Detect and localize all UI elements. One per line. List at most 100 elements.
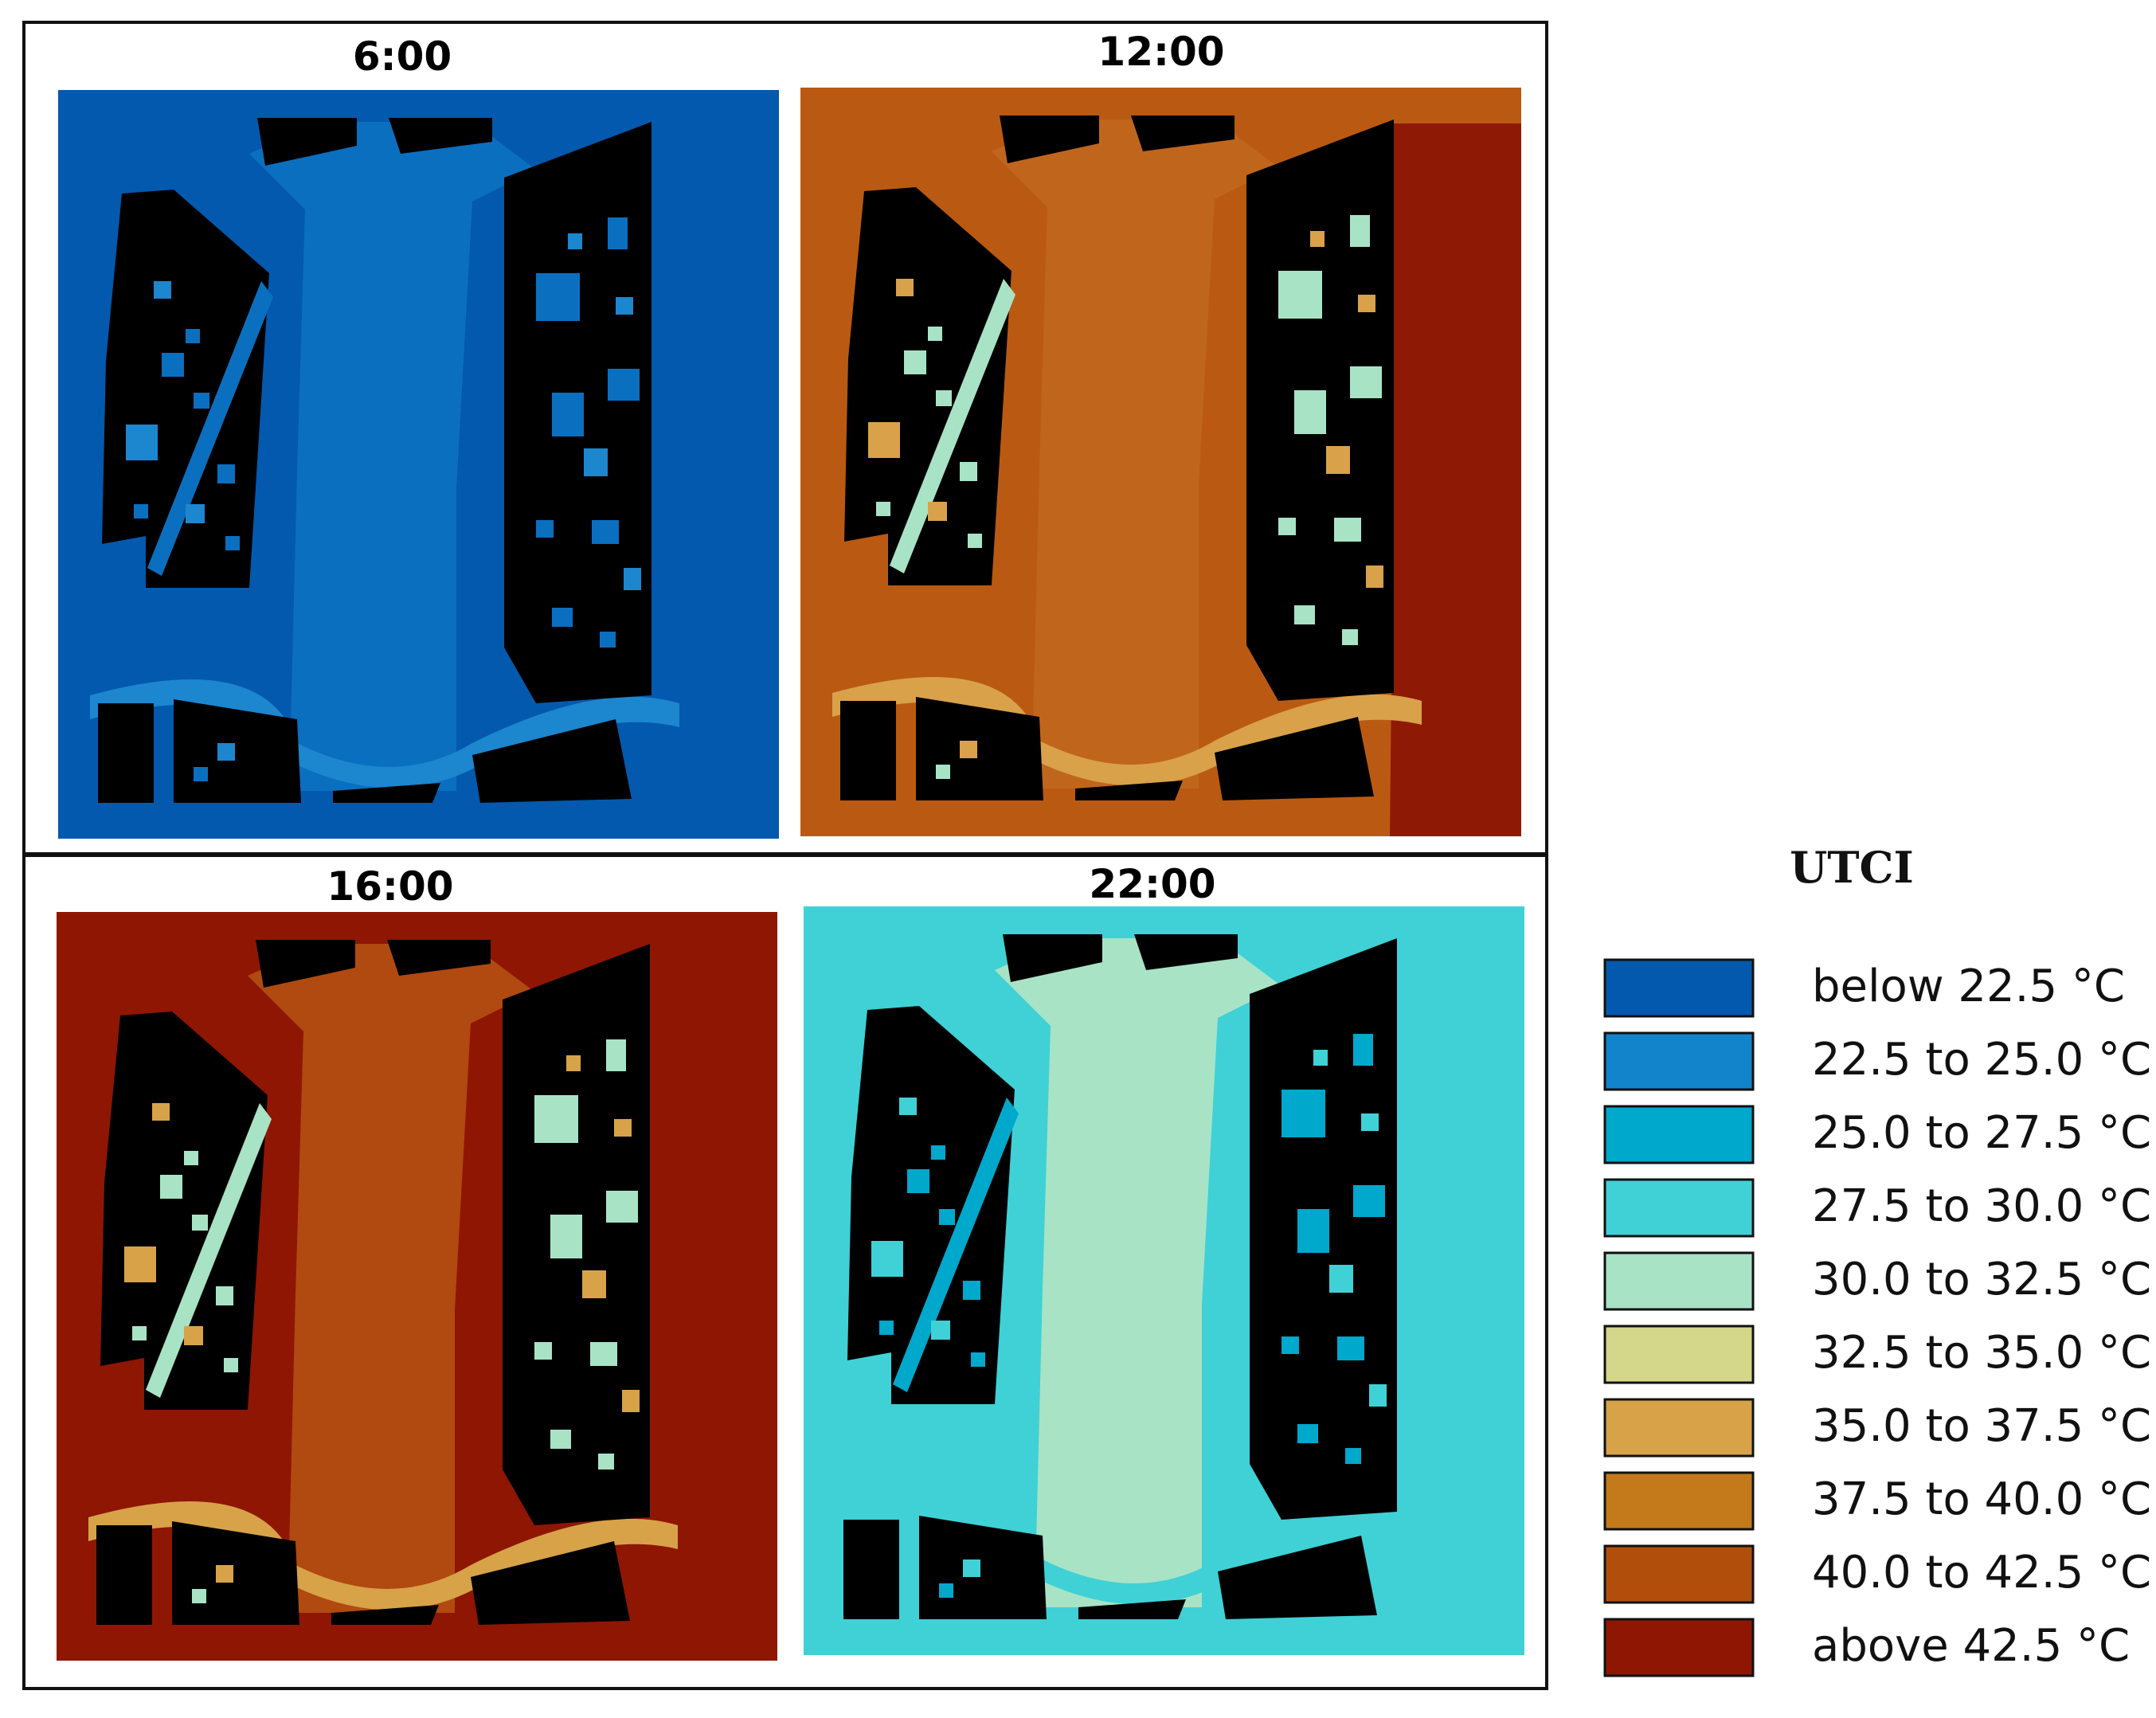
lower-road (832, 677, 1422, 786)
courtyard (939, 1583, 953, 1598)
lower-road (835, 1496, 1425, 1605)
courtyard (192, 1215, 208, 1231)
courtyard (606, 1191, 638, 1223)
building-block (1000, 115, 1099, 163)
courtyard (1334, 518, 1361, 542)
courtyard (1358, 295, 1375, 312)
courtyard (552, 608, 573, 627)
courtyard (192, 1589, 206, 1603)
courtyard (584, 448, 608, 476)
legend-swatch (1603, 1398, 1755, 1458)
lower-road (90, 679, 679, 789)
courtyard (1294, 605, 1315, 624)
building-block (102, 190, 269, 588)
courtyard (600, 632, 616, 648)
courtyard (1281, 1090, 1325, 1137)
legend-swatch (1603, 1618, 1755, 1677)
map-panel-16 (57, 912, 777, 1661)
building-block (1003, 934, 1102, 982)
building-block (844, 187, 1011, 585)
legend-title: UTCI (1790, 842, 1914, 893)
courtyard (971, 1352, 985, 1367)
courtyard (1350, 215, 1370, 247)
courtyard (931, 1145, 945, 1160)
courtyard (550, 1215, 582, 1258)
legend-swatch (1603, 958, 1755, 1018)
courtyard (184, 1326, 203, 1345)
courtyard (939, 1209, 955, 1225)
courtyard (534, 1342, 552, 1360)
courtyard (928, 502, 947, 521)
map-panel-6 (58, 90, 779, 839)
courtyard (1278, 271, 1322, 319)
building-block (387, 940, 491, 976)
courtyard (552, 393, 584, 436)
courtyard (550, 1430, 571, 1449)
legend-swatch (1603, 1105, 1755, 1164)
building-block (257, 118, 357, 166)
courtyard (1297, 1424, 1318, 1443)
courtyard (936, 765, 950, 779)
courtyard (1310, 231, 1325, 247)
courtyard (194, 767, 208, 781)
courtyard (1297, 1209, 1329, 1253)
courtyard (879, 1321, 894, 1335)
courtyard (132, 1326, 147, 1340)
panel-title-12: 12:00 (1098, 29, 1224, 75)
courtyard (960, 741, 977, 758)
building-block (331, 1605, 439, 1625)
courtyard (568, 233, 582, 249)
courtyard (536, 520, 554, 538)
courtyard (608, 369, 640, 401)
building-block (843, 1520, 899, 1619)
courtyard (968, 534, 982, 548)
central-plaza (248, 944, 534, 1613)
courtyard (1369, 1384, 1387, 1407)
legend-swatch (1603, 1325, 1755, 1384)
central-plaza (992, 119, 1278, 789)
courtyard (1350, 366, 1382, 398)
building-block (1218, 1536, 1377, 1619)
courtyard (608, 217, 628, 249)
courtyard (907, 1169, 929, 1193)
courtyard (614, 1119, 632, 1137)
courtyard (963, 1560, 980, 1577)
courtyard (186, 504, 205, 523)
courtyard (217, 743, 235, 761)
building-block (256, 940, 355, 988)
courtyard (534, 1095, 578, 1143)
courtyard (152, 1103, 170, 1121)
courtyard (216, 1565, 233, 1583)
building-block (1075, 781, 1183, 800)
building-block (472, 719, 632, 803)
courtyard (1326, 446, 1350, 474)
legend-label: 37.5 to 40.0 °C (1812, 1473, 2151, 1525)
building-block (1131, 115, 1235, 151)
panel-title-6: 6:00 (353, 33, 452, 80)
legend-label: 40.0 to 42.5 °C (1812, 1547, 2151, 1599)
legend: UTCI below 22.5 °C 22.5 to 25.0 °C 25.0 to… (1603, 842, 2151, 1677)
diagonal-path (893, 1098, 1019, 1392)
courtyard (194, 393, 209, 409)
courtyard (1337, 1336, 1364, 1360)
courtyard (1278, 518, 1296, 535)
courtyard (931, 1321, 950, 1340)
building-block (98, 703, 154, 803)
courtyard (896, 279, 914, 296)
courtyard (1353, 1185, 1385, 1217)
legend-swatch (1603, 1544, 1755, 1604)
courtyard (598, 1454, 614, 1469)
courtyard (224, 1358, 238, 1372)
building-block (1215, 717, 1374, 800)
building-block (333, 783, 440, 803)
courtyard (1345, 1448, 1361, 1464)
hot-zone (1390, 123, 1521, 836)
legend-label: 22.5 to 25.0 °C (1812, 1034, 2151, 1086)
panel-title-22: 22:00 (1089, 861, 1215, 907)
courtyard (1313, 1050, 1328, 1066)
courtyard (963, 1281, 980, 1300)
legend-swatch (1603, 1178, 1755, 1238)
courtyard (1366, 565, 1383, 588)
courtyard (124, 1246, 156, 1282)
courtyard (225, 536, 240, 550)
